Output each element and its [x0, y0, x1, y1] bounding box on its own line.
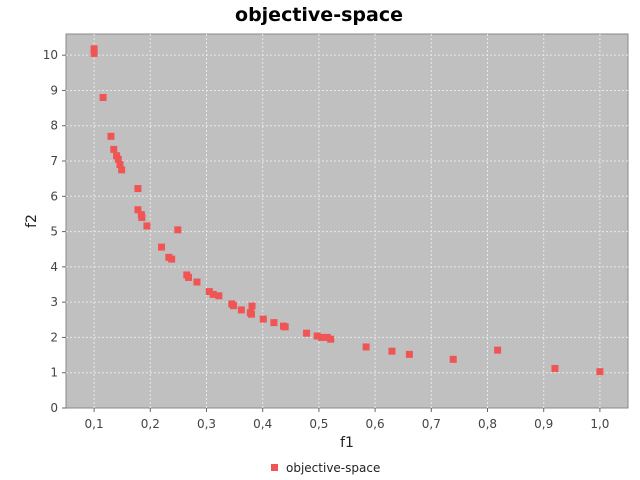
- data-point: [118, 166, 126, 174]
- grid-lines: [66, 34, 628, 408]
- data-point: [313, 332, 321, 340]
- data-point: [405, 350, 413, 358]
- data-point: [205, 288, 213, 296]
- data-point: [158, 243, 166, 251]
- data-point: [388, 347, 396, 355]
- data-point: [174, 226, 182, 234]
- y-tick-label: 0: [50, 401, 58, 415]
- y-tick-label: 5: [50, 225, 58, 239]
- x-tick-label: 0,1: [85, 417, 104, 431]
- x-tick-label: 0,9: [534, 417, 553, 431]
- legend-label: objective-space: [286, 461, 380, 475]
- x-axis-ticks: 0,1 0,2 0,3 0,4 0,5 0,6 0,7 0,8 0,9 1,0: [85, 408, 609, 431]
- data-point: [596, 368, 604, 376]
- data-point: [551, 364, 559, 372]
- x-tick-label: 0,6: [366, 417, 385, 431]
- data-point: [90, 49, 98, 57]
- y-tick-label: 8: [50, 119, 58, 133]
- data-points: [90, 45, 604, 376]
- x-tick-label: 0,4: [253, 417, 272, 431]
- y-tick-label: 6: [50, 189, 58, 203]
- data-point: [281, 323, 289, 331]
- y-axis-ticks: 0 1 2 3 4 5 6 7 8 9 10: [43, 48, 66, 415]
- x-tick-label: 1,0: [590, 417, 609, 431]
- data-point: [99, 94, 107, 102]
- data-point: [229, 302, 237, 310]
- data-point: [114, 155, 122, 163]
- y-tick-label: 2: [50, 330, 58, 344]
- y-tick-label: 3: [50, 295, 58, 309]
- data-point: [116, 161, 124, 169]
- x-tick-label: 0,2: [141, 417, 160, 431]
- data-point: [110, 145, 118, 153]
- data-point: [270, 319, 278, 327]
- data-point: [237, 306, 245, 314]
- data-point: [113, 152, 121, 160]
- data-point: [362, 343, 370, 351]
- data-point: [318, 333, 326, 341]
- data-point: [209, 290, 217, 298]
- y-tick-label: 1: [50, 366, 58, 380]
- plot-area: [65, 33, 629, 409]
- data-point: [143, 222, 151, 230]
- chart-title: objective-space: [235, 4, 403, 26]
- legend: objective-space: [271, 461, 380, 475]
- x-tick-label: 0,5: [309, 417, 328, 431]
- data-point: [248, 302, 256, 310]
- data-point: [90, 45, 98, 53]
- data-point: [215, 292, 223, 300]
- legend-swatch: [271, 464, 278, 471]
- data-point: [185, 273, 193, 281]
- data-point: [247, 310, 255, 318]
- data-point: [259, 315, 267, 323]
- x-tick-label: 0,3: [197, 417, 216, 431]
- x-axis-label: f1: [340, 435, 354, 451]
- y-tick-label: 4: [50, 260, 58, 274]
- x-tick-label: 0,7: [422, 417, 441, 431]
- data-point: [134, 206, 142, 214]
- data-point: [107, 132, 115, 140]
- data-point: [193, 278, 201, 286]
- data-point: [134, 185, 142, 193]
- data-point: [168, 255, 176, 263]
- y-tick-label: 7: [50, 154, 58, 168]
- y-tick-label: 9: [50, 83, 58, 97]
- y-axis-label: f2: [24, 214, 40, 228]
- x-tick-label: 0,8: [478, 417, 497, 431]
- data-point: [449, 355, 457, 363]
- data-point: [494, 346, 502, 354]
- data-point: [303, 329, 311, 337]
- data-point: [327, 335, 335, 343]
- data-point: [138, 213, 146, 221]
- y-tick-label: 10: [43, 48, 58, 62]
